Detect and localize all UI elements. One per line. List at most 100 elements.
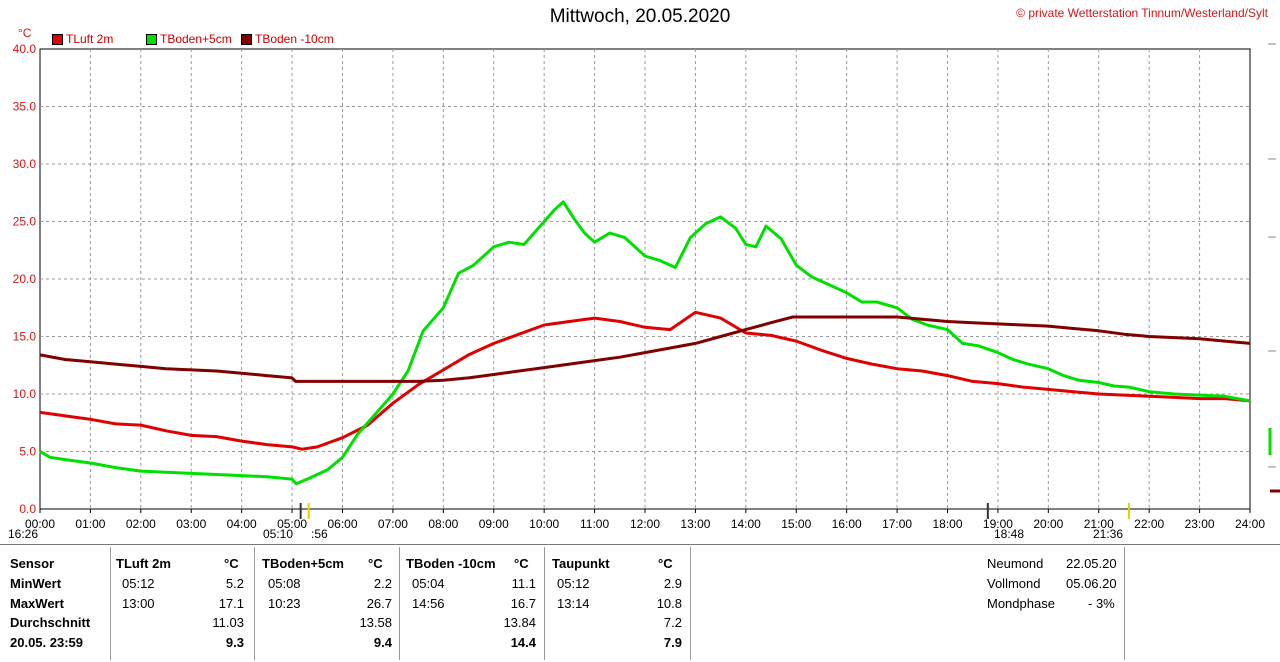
sunset-label: 18:48 — [994, 527, 1025, 541]
x-tick-label: 03:00 — [176, 517, 206, 531]
stats-time: 05:04 — [412, 576, 445, 591]
stats-time: 10:23 — [268, 595, 301, 611]
x-tick-label: 18:00 — [932, 517, 962, 531]
stats-value: 2.2 — [373, 576, 392, 591]
stats-header: °C — [514, 556, 529, 571]
stats-value: 5.2 — [225, 576, 244, 591]
moon-phase-label: Mondphase — [987, 596, 1055, 611]
x-tick-label: 16:00 — [832, 517, 862, 531]
stats-time: 05:08 — [268, 576, 301, 591]
x-tick-label: 01:00 — [75, 517, 105, 531]
legend-label: TBoden -10cm — [255, 32, 334, 46]
stats-value: 13.58 — [359, 615, 392, 630]
x-tick-label: 15:00 — [781, 517, 811, 531]
x-tick-label: 06:00 — [327, 517, 357, 531]
stats-value: 9.3 — [225, 634, 244, 650]
x-tick-label: 02:00 — [126, 517, 156, 531]
x-tick-label: 19:00 — [983, 517, 1013, 531]
stats-header: TBoden -10cm — [406, 556, 496, 571]
series-line — [39, 315, 1251, 383]
y-tick-label: 10.0 — [13, 387, 37, 401]
stats-header-sensor: Sensor — [10, 556, 55, 571]
x-tick-label: 11:00 — [580, 517, 609, 531]
legend-item-tboden5: TBoden+5cm — [146, 32, 232, 46]
x-tick-label: 05:00 — [277, 517, 307, 531]
legend-swatch — [146, 33, 157, 45]
stats-time: 14:56 — [412, 595, 445, 611]
legend-item-tboden10: TBoden -10cm — [241, 32, 334, 46]
stats-row-label: MaxWert — [10, 595, 64, 611]
series-line — [39, 310, 1251, 451]
stats-time: 05:12 — [122, 576, 155, 591]
stats-value: 11.1 — [511, 576, 536, 591]
moon-new-value: 22.05.20 — [1066, 556, 1117, 571]
x-tick-label: 21:00 — [1084, 517, 1114, 531]
stats-value: 13.84 — [503, 615, 536, 630]
x-tick-label: 22:00 — [1134, 517, 1164, 531]
stats-time: 13:00 — [122, 595, 155, 611]
x-tick-label: 13:00 — [680, 517, 710, 531]
stats-header: °C — [224, 556, 239, 571]
col-separator — [690, 547, 691, 660]
y-tick-label: 5.0 — [19, 445, 36, 459]
y-tick-label: 30.0 — [13, 157, 37, 171]
stats-time: 05:12 — [557, 576, 590, 591]
moon-event-label: 21:36 — [1093, 527, 1124, 541]
stats-row-label: 20.05. 23:59 — [10, 634, 84, 650]
left-time-label: 16:26 — [8, 527, 39, 541]
stats-header: °C — [658, 556, 673, 571]
col-separator — [544, 547, 545, 660]
moon-phase-value: - 3% — [1088, 596, 1115, 611]
y-axis-unit: °C — [18, 26, 32, 40]
legend-swatch — [52, 33, 63, 45]
y-tick-label: 0.0 — [19, 502, 36, 516]
stats-row-label: Durchschnitt — [10, 615, 91, 630]
stats-row-label: MinWert — [10, 576, 62, 591]
y-tick-label: 35.0 — [13, 100, 37, 114]
stats-value: 16.7 — [510, 595, 536, 611]
col-separator — [399, 547, 400, 660]
moon-full-label: Vollmond — [987, 576, 1041, 591]
stats-value: 26.7 — [366, 595, 392, 611]
stats-value: 17.1 — [218, 595, 244, 611]
stats-value: 7.9 — [663, 634, 682, 650]
stats-value: 10.8 — [656, 595, 682, 611]
y-tick-label: 25.0 — [13, 215, 37, 229]
legend-label: TBoden+5cm — [160, 32, 232, 46]
x-tick-label: 12:00 — [630, 517, 660, 531]
x-tick-label: 24:00 — [1235, 517, 1265, 531]
x-tick-label: 00:00 — [25, 517, 55, 531]
x-tick-label: 10:00 — [529, 517, 559, 531]
moon-full-value: 05.06.20 — [1066, 576, 1117, 591]
col-separator — [110, 547, 111, 660]
x-tick-label: 17:00 — [882, 517, 912, 531]
legend-swatch — [241, 33, 252, 45]
stats-time: 13:14 — [557, 595, 590, 611]
y-tick-label: 15.0 — [13, 330, 37, 344]
col-separator — [254, 547, 255, 660]
x-tick-label: 04:00 — [227, 517, 257, 531]
x-tick-label: 23:00 — [1185, 517, 1215, 531]
sunrise-label: 05:10 — [263, 527, 294, 541]
copyright-text: © private Wetterstation Tinnum/Westerlan… — [1016, 6, 1268, 20]
y-tick-label: 40.0 — [13, 42, 37, 56]
stats-header: TBoden+5cm — [262, 556, 344, 571]
stats-value: 7.2 — [663, 615, 682, 630]
legend-label: TLuft 2m — [66, 32, 114, 46]
x-tick-label: 09:00 — [479, 517, 509, 531]
chart-title: Mittwoch, 20.05.2020 — [549, 6, 731, 27]
stats-value: 2.9 — [663, 576, 682, 591]
stats-value: 11.03 — [212, 615, 244, 630]
stats-header: TLuft 2m — [116, 556, 171, 571]
sunrise-min-label: :56 — [311, 527, 328, 541]
x-tick-label: 20:00 — [1033, 517, 1063, 531]
stats-divider — [0, 544, 1280, 545]
series-line — [39, 200, 1251, 486]
stats-header: Taupunkt — [552, 556, 610, 571]
x-tick-label: 08:00 — [428, 517, 458, 531]
moon-new-label: Neumond — [987, 556, 1044, 571]
legend-item-tluft: TLuft 2m — [52, 32, 113, 46]
stats-value: 9.4 — [373, 634, 392, 650]
x-tick-label: 14:00 — [731, 517, 761, 531]
x-tick-label: 07:00 — [378, 517, 408, 531]
